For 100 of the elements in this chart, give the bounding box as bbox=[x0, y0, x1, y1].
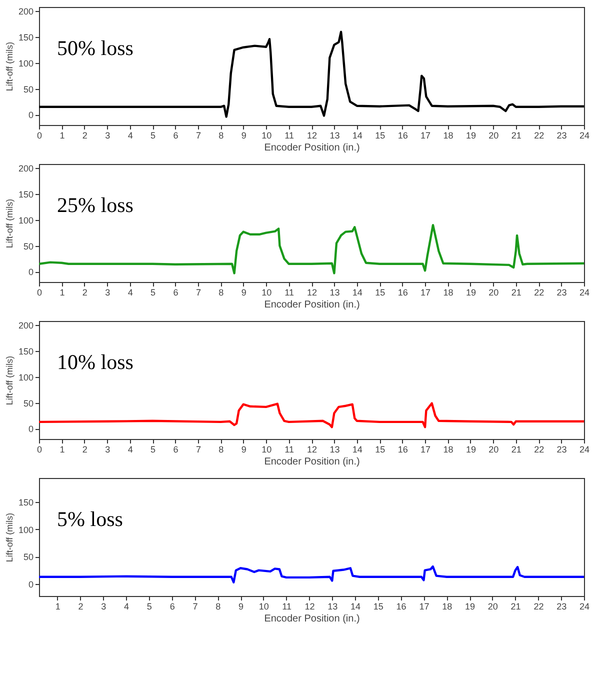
x-tick-label: 2 bbox=[82, 130, 88, 140]
x-tick-label: 18 bbox=[443, 288, 454, 298]
x-tick-label: 15 bbox=[373, 602, 384, 612]
y-tick-label: 100 bbox=[18, 215, 34, 226]
x-tick-label: 13 bbox=[330, 130, 340, 140]
x-axis-title: Encoder Position (in.) bbox=[264, 614, 360, 624]
y-tick-label: 0 bbox=[28, 110, 34, 120]
y-tick-label: 150 bbox=[18, 32, 34, 43]
annotation: 50% loss bbox=[57, 36, 134, 60]
x-tick-label: 12 bbox=[306, 288, 318, 298]
y-tick-label: 50 bbox=[23, 398, 34, 408]
x-tick-label: 2 bbox=[78, 602, 84, 612]
x-tick-label: 24 bbox=[579, 444, 590, 454]
line-series bbox=[39, 224, 584, 274]
x-tick-label: 15 bbox=[375, 130, 386, 140]
y-tick-label: 100 bbox=[18, 524, 34, 535]
x-tick-label: 19 bbox=[466, 444, 476, 454]
x-tick-label: 23 bbox=[556, 130, 567, 140]
y-tick-label: 150 bbox=[18, 346, 34, 357]
x-tick-label: 10 bbox=[262, 130, 272, 140]
x-tick-label: 7 bbox=[196, 130, 201, 140]
x-tick-label: 21 bbox=[511, 288, 522, 298]
x-tick-label: 11 bbox=[284, 444, 294, 454]
x-tick-label: 4 bbox=[124, 602, 130, 612]
y-axis-title: Lift-off (mils) bbox=[4, 198, 14, 248]
x-axis-title: Encoder Position (in.) bbox=[264, 456, 360, 468]
x-tick-label: 18 bbox=[443, 130, 454, 140]
y-axis-title: Lift-off (mils) bbox=[4, 512, 14, 562]
x-tick-label: 16 bbox=[398, 444, 408, 454]
x-tick-label: 2 bbox=[82, 288, 88, 298]
x-tick-label: 23 bbox=[556, 444, 567, 454]
x-tick-label: 10 bbox=[262, 444, 272, 454]
y-tick-label: 150 bbox=[18, 190, 34, 200]
x-tick-label: 3 bbox=[101, 602, 106, 612]
x-tick-label: 2 bbox=[82, 444, 88, 454]
x-tick-label: 1 bbox=[60, 130, 65, 140]
x-tick-label: 4 bbox=[128, 444, 133, 454]
x-tick-label: 16 bbox=[398, 288, 408, 298]
x-tick-label: 10 bbox=[262, 288, 272, 298]
x-tick-label: 1 bbox=[60, 288, 65, 298]
x-tick-label: 22 bbox=[534, 130, 544, 140]
x-tick-label: 19 bbox=[466, 288, 476, 298]
x-tick-label: 6 bbox=[170, 602, 175, 612]
x-tick-label: 24 bbox=[579, 602, 590, 612]
x-tick-label: 12 bbox=[306, 444, 318, 454]
x-tick-label: 11 bbox=[284, 130, 294, 140]
x-tick-label: 19 bbox=[466, 130, 476, 140]
x-tick-label: 9 bbox=[241, 130, 246, 140]
y-tick-label: 100 bbox=[18, 372, 34, 382]
x-tick-label: 13 bbox=[330, 444, 340, 454]
line-series bbox=[39, 30, 584, 118]
x-tick-label: 23 bbox=[556, 602, 567, 612]
x-tick-label: 9 bbox=[241, 288, 246, 298]
x-tick-label: 20 bbox=[488, 288, 499, 298]
x-tick-label: 5 bbox=[150, 444, 156, 454]
x-tick-label: 23 bbox=[556, 288, 567, 298]
x-axis-title: Encoder Position (in.) bbox=[264, 300, 360, 310]
y-tick-label: 100 bbox=[18, 58, 34, 68]
x-tick-label: 10 bbox=[258, 602, 269, 612]
x-tick-label: 3 bbox=[105, 288, 110, 298]
x-tick-label: 14 bbox=[352, 444, 362, 454]
x-tick-label: 16 bbox=[398, 130, 408, 140]
x-tick-label: 5 bbox=[150, 130, 156, 140]
x-tick-label: 6 bbox=[173, 444, 178, 454]
x-tick-label: 20 bbox=[488, 444, 499, 454]
x-tick-label: 17 bbox=[420, 288, 431, 298]
x-tick-label: 8 bbox=[216, 602, 221, 612]
x-tick-label: 20 bbox=[488, 130, 499, 140]
annotation: 5% loss bbox=[57, 507, 123, 531]
x-tick-label: 13 bbox=[330, 288, 340, 298]
y-tick-label: 200 bbox=[18, 164, 34, 174]
y-axis-title: Lift-off (mils) bbox=[4, 356, 14, 406]
x-tick-label: 24 bbox=[579, 288, 590, 298]
y-tick-label: 50 bbox=[23, 84, 34, 94]
x-tick-label: 14 bbox=[352, 130, 362, 140]
x-tick-label: 5 bbox=[150, 288, 156, 298]
x-tick-label: 0 bbox=[36, 288, 42, 298]
annotation: 10% loss bbox=[57, 350, 134, 374]
y-tick-label: 50 bbox=[23, 241, 34, 252]
x-tick-label: 18 bbox=[442, 602, 452, 612]
y-tick-label: 200 bbox=[18, 320, 34, 331]
x-tick-label: 14 bbox=[352, 288, 362, 298]
x-tick-label: 8 bbox=[218, 288, 224, 298]
x-tick-label: 15 bbox=[375, 444, 386, 454]
x-tick-label: 22 bbox=[534, 444, 544, 454]
x-tick-label: 16 bbox=[396, 602, 406, 612]
x-tick-label: 4 bbox=[128, 130, 133, 140]
x-tick-label: 12 bbox=[304, 602, 315, 612]
y-axis-title: Lift-off (mils) bbox=[4, 42, 14, 92]
y-tick-label: 0 bbox=[28, 424, 34, 434]
x-tick-label: 21 bbox=[511, 444, 522, 454]
x-axis-title: Encoder Position (in.) bbox=[264, 142, 360, 154]
annotation: 25% loss bbox=[57, 193, 134, 217]
x-tick-label: 8 bbox=[218, 444, 224, 454]
x-tick-label: 21 bbox=[510, 602, 521, 612]
x-tick-label: 1 bbox=[55, 602, 60, 612]
x-tick-label: 9 bbox=[238, 602, 244, 612]
y-tick-label: 200 bbox=[18, 6, 34, 17]
x-tick-label: 20 bbox=[488, 602, 498, 612]
x-tick-label: 4 bbox=[128, 288, 133, 298]
